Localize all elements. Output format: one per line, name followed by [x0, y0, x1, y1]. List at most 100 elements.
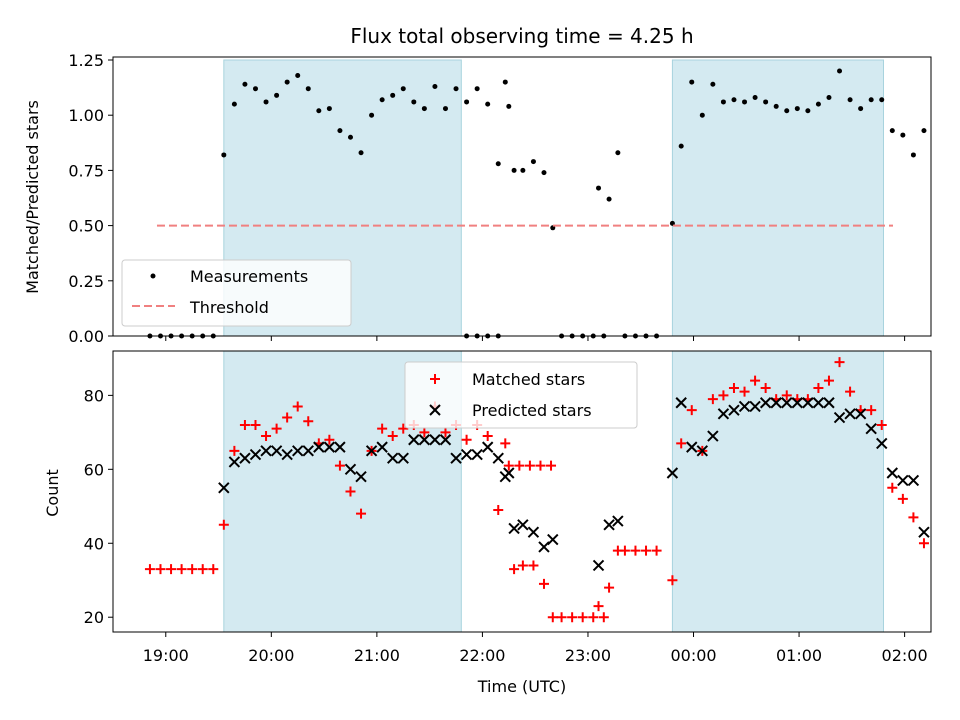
predicted-star-point — [471, 448, 483, 461]
matched-star-point — [641, 545, 652, 556]
measurement-point — [421, 106, 427, 112]
y-tick-label: 0.00 — [68, 327, 104, 346]
predicted-star-point — [249, 448, 262, 461]
matched-star-point — [619, 545, 630, 556]
matched-star-point — [292, 401, 303, 412]
matched-star-point — [908, 512, 919, 523]
measurement-point — [453, 86, 459, 92]
matched-star-point — [377, 423, 388, 434]
y-tick-label: 40 — [84, 534, 104, 553]
measurement-point — [689, 79, 695, 85]
measurement-point — [442, 106, 448, 112]
matched-star-point — [482, 431, 493, 442]
matched-star-point — [176, 564, 187, 575]
matched-star-point — [577, 612, 588, 623]
matched-star-point — [345, 486, 356, 497]
predicted-star-point — [292, 445, 304, 457]
matched-star-point — [866, 405, 877, 416]
measurement-point — [390, 92, 396, 98]
measurement-point — [347, 134, 353, 140]
predicted-star-point — [666, 467, 679, 479]
matched-star-point — [503, 460, 514, 471]
measurement-point — [731, 97, 737, 103]
measurement-point — [464, 99, 470, 105]
predicted-star-point — [802, 397, 814, 409]
measurement-point — [511, 167, 517, 173]
matched-star-point — [324, 434, 335, 445]
matched-star-point — [918, 538, 929, 549]
predicted-star-point — [759, 397, 772, 409]
matched-star-point — [239, 419, 250, 430]
x-tick-label: 21:00 — [354, 646, 400, 665]
matched-star-point — [588, 612, 599, 623]
measurement-point — [710, 81, 716, 87]
bottom-y-axis-label: Count — [43, 469, 62, 517]
matched-star-point — [387, 431, 398, 442]
measurement-point — [305, 86, 311, 92]
measurement-point — [520, 167, 526, 173]
predicted-star-point — [270, 445, 283, 457]
matched-star-point — [356, 508, 367, 519]
predicted-star-point — [260, 445, 272, 457]
predicted-star-point — [833, 411, 846, 424]
matched-star-point — [514, 460, 525, 471]
matched-star-point — [250, 419, 261, 430]
predicted-star-point — [527, 526, 540, 538]
top-x-ticks — [165, 336, 906, 341]
matched-star-point — [760, 382, 771, 393]
predicted-star-point — [854, 408, 867, 420]
predicted-star-point — [675, 397, 687, 409]
measurement-point — [502, 79, 508, 85]
measurement-point — [615, 150, 621, 156]
measurement-point — [805, 108, 811, 114]
predicted-star-point — [749, 400, 761, 413]
measurement-point — [411, 99, 417, 105]
matched-star-point — [556, 612, 567, 623]
predicted-star-point — [707, 430, 719, 442]
matched-star-point — [493, 504, 504, 515]
measurement-point — [868, 97, 874, 103]
matched-star-point — [271, 423, 282, 434]
measurement-point — [530, 159, 536, 165]
measurement-point — [263, 99, 269, 105]
matched-star-point — [593, 601, 604, 612]
predicted-star-point — [499, 471, 511, 483]
measurement-point — [316, 108, 322, 114]
measurement-point — [242, 81, 248, 87]
matched-star-point — [897, 493, 908, 504]
measurement-point — [596, 185, 602, 191]
matched-star-point — [282, 412, 293, 423]
predicted-star-point — [907, 474, 920, 487]
x-axis-label: Time (UTC) — [477, 677, 566, 696]
predicted-star-point — [812, 397, 825, 409]
matched-star-point — [781, 390, 792, 401]
measurement-point — [720, 99, 726, 105]
top-y-axis-label: Matched/Predicted stars — [23, 100, 42, 294]
measurement-point — [900, 132, 906, 138]
measurement-point — [495, 161, 501, 167]
shaded-span-1 — [671, 350, 885, 633]
x-tick-label: 01:00 — [776, 646, 822, 665]
matched-star-point — [651, 545, 662, 556]
legend-measurements-marker — [150, 273, 156, 279]
predicted-star-point — [334, 441, 346, 453]
predicted-star-point — [386, 452, 399, 464]
matched-star-point — [461, 434, 472, 445]
measurement-point — [678, 143, 684, 149]
measurement-point — [826, 95, 832, 101]
matched-star-point — [718, 390, 729, 401]
matched-star-point — [500, 438, 511, 449]
matched-star-point — [538, 578, 549, 589]
predicted-star-point — [823, 397, 835, 409]
measurement-point — [252, 86, 258, 92]
matched-star-point — [887, 482, 898, 493]
matched-star-point — [813, 382, 824, 393]
predicted-star-point — [397, 452, 409, 464]
bottom-x-ticks: 19:00 20:00 21:00 22:00 23:00 00:00 01:00 02:00 — [143, 632, 928, 665]
measurement-point — [432, 83, 438, 89]
measurement-point — [369, 112, 375, 118]
predicted-star-point — [429, 434, 441, 446]
predicted-star-point — [603, 519, 615, 531]
predicted-star-point — [886, 467, 899, 479]
